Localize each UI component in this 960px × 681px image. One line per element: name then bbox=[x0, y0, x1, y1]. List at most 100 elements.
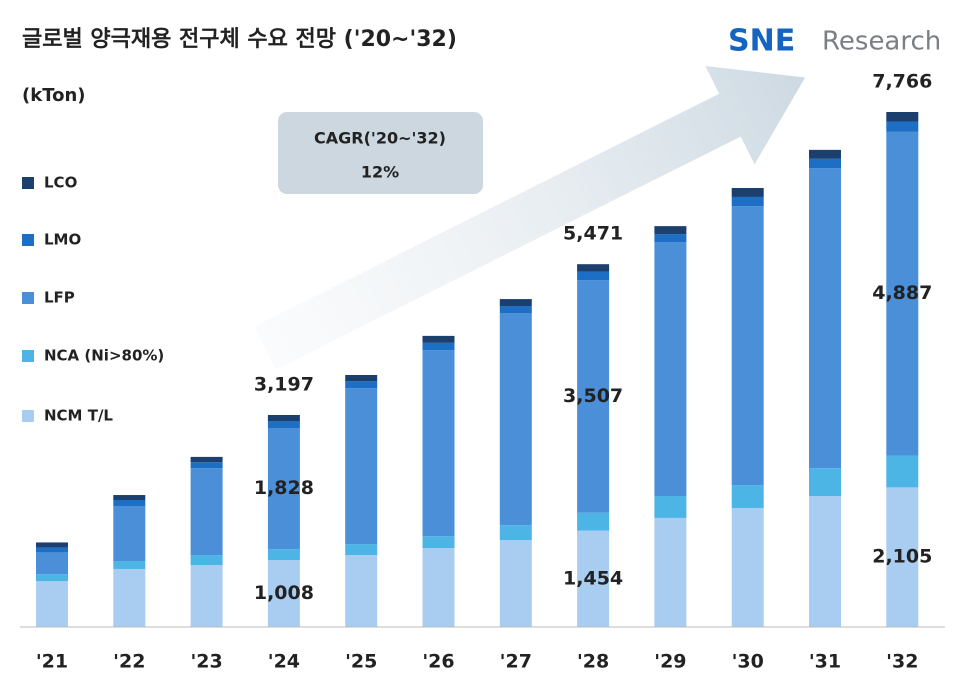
bar-segment bbox=[886, 121, 919, 132]
bar-segment bbox=[654, 496, 687, 518]
x-tick-label: '21 bbox=[36, 651, 68, 673]
growth-arrow bbox=[254, 65, 806, 370]
bar-segment bbox=[577, 512, 610, 531]
bar-segment bbox=[267, 421, 300, 428]
bar-segment bbox=[654, 242, 687, 497]
bar-segment bbox=[731, 196, 764, 207]
bar-segment bbox=[422, 350, 455, 537]
bar-segment bbox=[36, 542, 68, 548]
bar-segment bbox=[809, 168, 841, 469]
bar-segment bbox=[113, 561, 146, 569]
legend-label: NCA (Ni>80%) bbox=[44, 347, 164, 365]
value-label: 4,887 bbox=[872, 282, 932, 304]
bar-segment bbox=[345, 388, 378, 545]
bar-segment bbox=[577, 264, 610, 272]
bar-segment bbox=[36, 581, 68, 627]
bar-segment bbox=[731, 187, 764, 197]
x-tick-label: '32 bbox=[886, 651, 918, 673]
bar-segment bbox=[190, 468, 223, 556]
bar-segment bbox=[886, 455, 919, 488]
bar-segment bbox=[577, 280, 610, 513]
bar-segment bbox=[886, 487, 919, 627]
x-tick-label: '25 bbox=[345, 651, 377, 673]
bar-segment bbox=[113, 505, 146, 562]
bar-segment bbox=[267, 427, 300, 550]
bar-segment bbox=[499, 299, 532, 307]
bar-segment bbox=[190, 456, 223, 463]
bar-segment bbox=[499, 525, 532, 541]
bar-segment bbox=[499, 540, 532, 627]
cagr-label: CAGR('20~'32) bbox=[314, 129, 446, 148]
bar-segment bbox=[190, 462, 223, 469]
bar-segment bbox=[731, 206, 764, 486]
bar-segment bbox=[577, 271, 610, 281]
bar-segment bbox=[731, 507, 764, 627]
legend-label: LFP bbox=[44, 289, 75, 307]
value-label: 3,507 bbox=[563, 385, 623, 407]
legend-label: LMO bbox=[44, 231, 81, 249]
bar-segment bbox=[113, 495, 146, 501]
bar-segment bbox=[654, 226, 687, 235]
cagr-box bbox=[278, 112, 483, 194]
bar-segment bbox=[809, 496, 841, 627]
legend-swatch bbox=[22, 350, 34, 362]
bar-segment bbox=[886, 131, 919, 456]
bar-segment bbox=[422, 335, 455, 343]
x-tick-label: '24 bbox=[268, 651, 300, 673]
legend-label: NCM T/L bbox=[44, 407, 113, 425]
x-tick-label: '29 bbox=[654, 651, 686, 673]
bar-segment bbox=[809, 158, 841, 169]
bar-segment bbox=[113, 500, 146, 506]
legend-swatch bbox=[22, 292, 34, 304]
legend-label: LCO bbox=[44, 174, 77, 192]
bar-segment bbox=[809, 468, 841, 497]
total-label: 5,471 bbox=[563, 223, 623, 245]
bar-segment bbox=[809, 149, 841, 159]
logo-research: Research bbox=[822, 27, 941, 57]
legend-swatch bbox=[22, 410, 34, 422]
bar-segment bbox=[267, 549, 300, 561]
value-label: 1,454 bbox=[563, 567, 623, 589]
bar-segment bbox=[422, 342, 455, 351]
x-tick-label: '28 bbox=[577, 651, 609, 673]
legend-swatch bbox=[22, 234, 34, 246]
cagr-value: 12% bbox=[361, 163, 399, 182]
x-tick-label: '30 bbox=[732, 651, 764, 673]
bar-segment bbox=[499, 306, 532, 314]
value-label: 1,828 bbox=[254, 477, 314, 499]
bar-segment bbox=[654, 517, 687, 627]
bar-segment bbox=[577, 530, 610, 627]
bar-segment bbox=[731, 485, 764, 508]
logo-sne: SNE bbox=[728, 24, 795, 59]
bar-segment bbox=[113, 568, 146, 627]
total-label: 3,197 bbox=[254, 373, 314, 395]
bar-segment bbox=[190, 564, 223, 627]
bar-segment bbox=[36, 574, 68, 582]
chart-title: 글로벌 양극재용 전구체 수요 전망 ('20~'32) bbox=[22, 27, 457, 52]
value-label: 2,105 bbox=[872, 546, 932, 568]
legend-swatch bbox=[22, 177, 34, 189]
x-tick-label: '27 bbox=[500, 651, 532, 673]
x-tick-label: '22 bbox=[113, 651, 145, 673]
bar-segment bbox=[36, 547, 68, 553]
bar-segment bbox=[345, 544, 378, 556]
bar-segment bbox=[654, 234, 687, 243]
bar-segment bbox=[422, 548, 455, 627]
bar-segment bbox=[422, 536, 455, 549]
bar-segment bbox=[345, 381, 378, 389]
total-label: 7,766 bbox=[872, 71, 932, 93]
value-label: 1,008 bbox=[254, 582, 314, 604]
bar-segment bbox=[345, 375, 378, 382]
x-tick-label: '31 bbox=[809, 651, 841, 673]
bar-segment bbox=[36, 552, 68, 575]
unit-label: (kTon) bbox=[22, 85, 86, 106]
bar-segment bbox=[345, 555, 378, 627]
x-tick-label: '26 bbox=[422, 651, 454, 673]
bar-segment bbox=[886, 112, 919, 122]
x-tick-label: '23 bbox=[190, 651, 222, 673]
bar-segment bbox=[499, 313, 532, 526]
bar-segment bbox=[190, 555, 223, 565]
bar-segment bbox=[267, 560, 300, 627]
bar-segment bbox=[267, 414, 300, 422]
